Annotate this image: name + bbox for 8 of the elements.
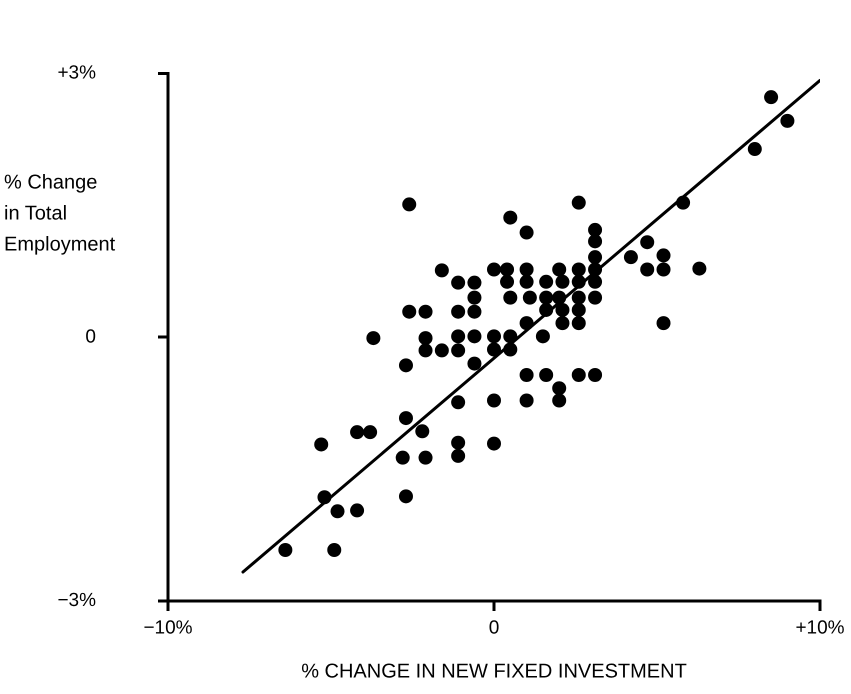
y-axis-title: % Change in Total Employment <box>4 172 116 256</box>
x-tick-label: 0 <box>488 618 500 639</box>
y-tick-label: +3% <box>57 62 96 84</box>
x-tick-label: +10% <box>795 618 845 639</box>
x-tick-label: −10% <box>143 618 193 639</box>
x-axis-title: % CHANGE IN NEW FIXED INVESTMENT <box>301 660 687 683</box>
y-tick-label: −3% <box>57 590 96 612</box>
y-tick-label: 0 <box>85 326 96 348</box>
